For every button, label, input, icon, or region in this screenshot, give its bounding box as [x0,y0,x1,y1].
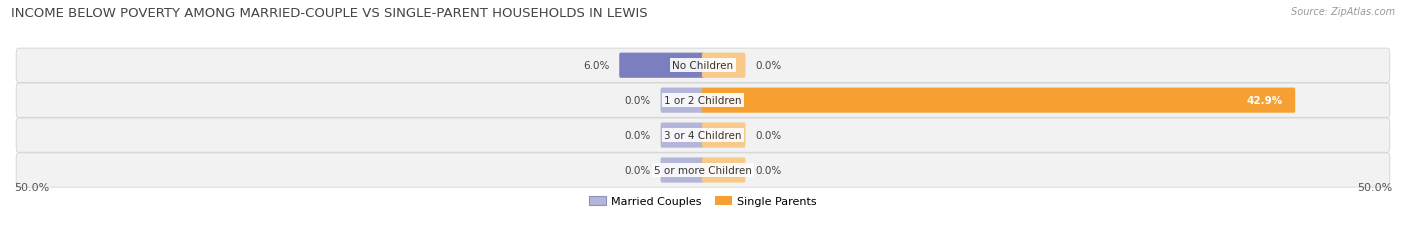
Text: 0.0%: 0.0% [755,61,782,71]
Text: 0.0%: 0.0% [624,165,651,175]
Text: Source: ZipAtlas.com: Source: ZipAtlas.com [1291,7,1395,17]
FancyBboxPatch shape [661,88,704,113]
Text: 0.0%: 0.0% [624,96,651,106]
FancyBboxPatch shape [661,123,704,148]
Text: 50.0%: 50.0% [14,183,49,193]
Text: 6.0%: 6.0% [583,61,609,71]
Text: No Children: No Children [672,61,734,71]
Text: 0.0%: 0.0% [624,131,651,140]
Text: 42.9%: 42.9% [1247,96,1284,106]
FancyBboxPatch shape [619,53,704,79]
Text: 1 or 2 Children: 1 or 2 Children [664,96,742,106]
Text: 0.0%: 0.0% [755,165,782,175]
FancyBboxPatch shape [702,123,745,148]
FancyBboxPatch shape [15,119,1391,152]
FancyBboxPatch shape [661,158,704,183]
FancyBboxPatch shape [15,49,1391,83]
Text: INCOME BELOW POVERTY AMONG MARRIED-COUPLE VS SINGLE-PARENT HOUSEHOLDS IN LEWIS: INCOME BELOW POVERTY AMONG MARRIED-COUPL… [11,7,648,20]
Text: 5 or more Children: 5 or more Children [654,165,752,175]
FancyBboxPatch shape [15,84,1391,118]
FancyBboxPatch shape [15,153,1391,187]
Text: 0.0%: 0.0% [755,131,782,140]
FancyBboxPatch shape [702,158,745,183]
Text: 50.0%: 50.0% [1357,183,1392,193]
Legend: Married Couples, Single Parents: Married Couples, Single Parents [585,191,821,210]
Text: 3 or 4 Children: 3 or 4 Children [664,131,742,140]
FancyBboxPatch shape [702,53,745,79]
FancyBboxPatch shape [702,88,1295,113]
